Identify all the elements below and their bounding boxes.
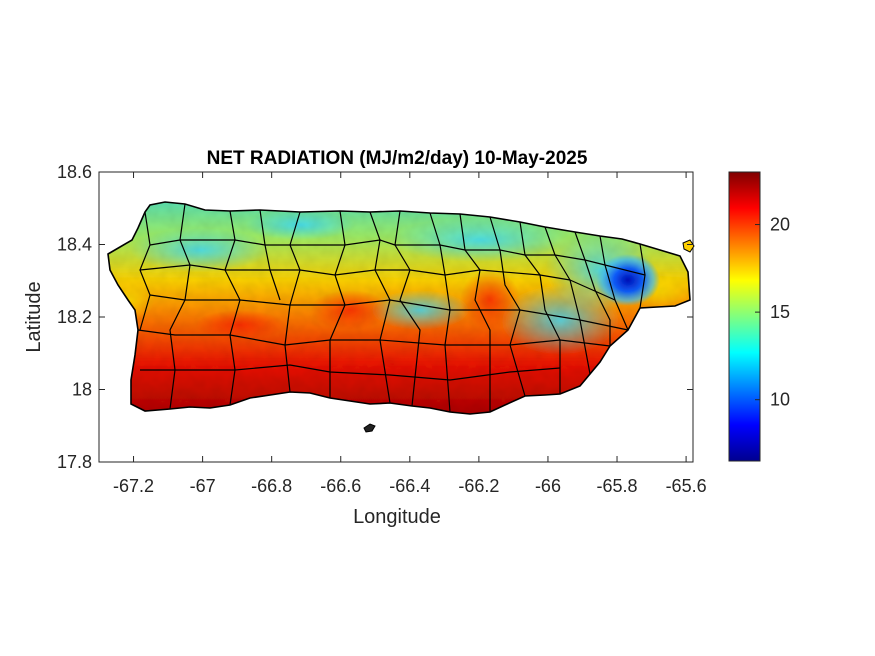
x-axis-label: Longitude	[353, 506, 441, 528]
colorbar-tick-label: 10	[770, 390, 790, 410]
x-tick-label: -67.2	[113, 476, 154, 496]
y-tick-label: 18	[72, 380, 92, 400]
caja-de-muertos-island	[363, 423, 376, 433]
y-tick-label: 17.8	[57, 452, 92, 472]
colorbar-tick-label: 20	[770, 215, 790, 235]
x-tick-label: -66.8	[251, 476, 292, 496]
municipal-boundaries	[137, 203, 646, 413]
colorbar-gradient	[728, 171, 761, 462]
y-tick-label: 18.6	[57, 162, 92, 182]
y-axis-ticks: 17.8 18 18.2 18.4 18.6	[57, 162, 693, 472]
chart-title: NET RADIATION (MJ/m2/day) 10-May-2025	[207, 148, 588, 169]
x-axis-ticks: -67.2 -67 -66.8 -66.6 -66.4 -66.2 -66 -65.8 -65.…	[113, 172, 707, 496]
x-tick-label: -66	[535, 476, 561, 496]
colorbar-tick-label: 15	[770, 302, 790, 322]
culebra-island-fragment	[682, 239, 695, 253]
x-tick-label: -66.6	[320, 476, 361, 496]
colorbar: 10 15 20	[728, 171, 790, 462]
x-tick-label: -65.6	[666, 476, 707, 496]
y-axis-label: Latitude	[23, 281, 45, 352]
y-tick-label: 18.4	[57, 235, 92, 255]
y-tick-label: 18.2	[57, 307, 92, 327]
radiation-field	[108, 202, 690, 414]
x-tick-label: -67	[190, 476, 216, 496]
x-tick-label: -65.8	[597, 476, 638, 496]
colorbar-ticks: 10 15 20	[755, 215, 790, 410]
x-tick-label: -66.4	[389, 476, 430, 496]
x-tick-label: -66.2	[458, 476, 499, 496]
